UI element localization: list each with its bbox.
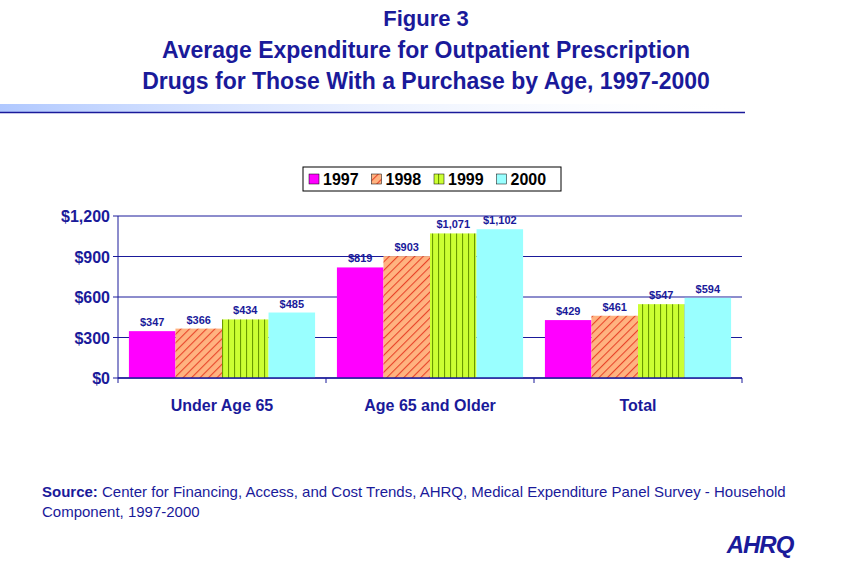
data-label: $461 — [602, 301, 626, 313]
tick — [113, 378, 118, 379]
tick — [113, 337, 118, 338]
data-label: $434 — [233, 304, 258, 316]
bar — [430, 233, 477, 378]
x-tick — [326, 378, 327, 383]
x-tick — [534, 378, 535, 383]
tick-label: $300 — [74, 330, 110, 347]
legend-box — [303, 167, 561, 191]
legend-label: 1999 — [448, 171, 484, 188]
subtitle: Average Expenditure for Outpatient Presc… — [162, 37, 690, 63]
bar — [222, 319, 269, 378]
data-label: $1,102 — [483, 214, 517, 226]
grid-line — [118, 378, 742, 379]
tick — [113, 256, 118, 257]
tick-label: $0 — [92, 370, 110, 387]
data-label: $547 — [649, 289, 673, 301]
y-axis — [118, 216, 119, 378]
legend-label: 2000 — [511, 171, 547, 188]
legend-swatch — [434, 174, 444, 184]
bar — [129, 331, 176, 378]
bar — [545, 320, 592, 378]
data-label: $819 — [348, 252, 372, 264]
data-label: $429 — [556, 305, 580, 317]
tick-label: $1,200 — [61, 208, 110, 225]
data-label: $903 — [394, 241, 418, 253]
tick-label: $900 — [74, 249, 110, 266]
x-axis — [118, 377, 742, 379]
bar — [685, 298, 732, 378]
data-label: $366 — [186, 314, 210, 326]
legend: 1997 1998 1999 2000 — [303, 167, 561, 191]
grid-line — [118, 216, 742, 217]
data-label: $594 — [696, 283, 721, 295]
data-label: $1,071 — [436, 218, 470, 230]
legend-label: 1997 — [323, 171, 359, 188]
subtitle: Drugs for Those With a Purchase by Age, … — [142, 68, 710, 94]
source-label: Source: — [42, 483, 98, 500]
tick-label: $600 — [74, 289, 110, 306]
title-rule — [0, 112, 745, 114]
category-label: Total — [619, 397, 656, 414]
title-band — [0, 104, 745, 112]
bar — [477, 229, 524, 378]
title: Figure 3 — [383, 6, 469, 31]
data-label: $347 — [140, 316, 164, 328]
legend-swatch — [309, 174, 319, 184]
category-label: Age 65 and Older — [364, 397, 496, 414]
category-label: Under Age 65 — [171, 397, 274, 414]
bar — [591, 316, 638, 378]
data-label: $485 — [280, 298, 304, 310]
legend-swatch — [372, 174, 382, 184]
tick — [113, 216, 118, 217]
bar — [383, 256, 430, 378]
bars — [129, 229, 731, 378]
data-labels: $347 $366 $434 $485 $819 $903 $1,071 $1,102 $429… — [140, 214, 721, 328]
source: Source: Center for Financing, Access, an… — [42, 482, 832, 522]
bar — [175, 329, 222, 378]
bar — [269, 313, 316, 378]
logo: AHRQ — [726, 531, 795, 558]
source-text: Center for Financing, Access, and Cost T… — [42, 483, 786, 520]
x-tick — [118, 378, 119, 383]
legend-swatch — [497, 174, 507, 184]
bar — [638, 304, 685, 378]
legend-label: 1998 — [386, 171, 422, 188]
bar — [337, 267, 384, 378]
grid: $0 $300 $600 $900 $1,200 — [61, 208, 742, 387]
x-tick — [742, 378, 743, 383]
tick — [113, 297, 118, 298]
